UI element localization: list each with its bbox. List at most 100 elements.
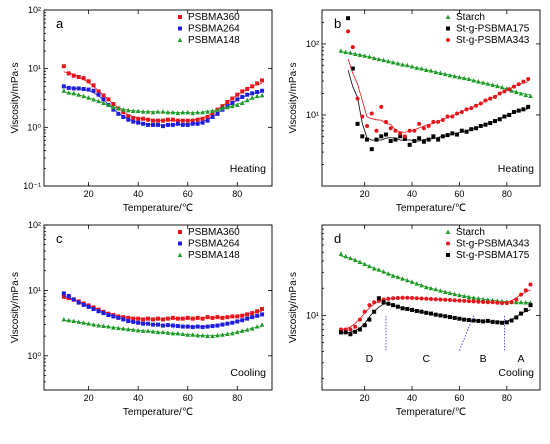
legend-marker — [177, 252, 183, 257]
data-point — [504, 320, 509, 325]
panel-letter: d — [334, 231, 341, 246]
y-axis-title: Viscosity/mPa·s — [288, 272, 299, 343]
data-point — [433, 286, 439, 292]
data-point — [457, 74, 462, 80]
data-point — [160, 118, 165, 123]
data-point — [374, 137, 379, 142]
x-tick-label: 60 — [183, 393, 193, 403]
data-point — [357, 327, 362, 332]
data-point — [511, 84, 516, 89]
data-point — [195, 117, 200, 122]
data-point — [466, 318, 471, 323]
data-point — [480, 80, 486, 85]
data-point — [121, 315, 126, 320]
data-point — [235, 329, 240, 335]
data-point — [398, 134, 403, 139]
data-point — [383, 132, 388, 137]
data-point — [400, 276, 405, 281]
legend-label: PSBMA360 — [188, 12, 240, 23]
data-point — [457, 292, 462, 298]
data-point — [367, 54, 372, 59]
data-point — [254, 324, 260, 329]
data-point — [260, 88, 265, 93]
data-point — [180, 109, 186, 115]
data-point — [516, 108, 521, 113]
data-point — [407, 128, 412, 133]
data-point — [355, 96, 360, 101]
y-axis-title: Viscosity/mPa·s — [10, 63, 21, 134]
data-point — [519, 311, 524, 316]
region-label-D: D — [366, 353, 374, 365]
data-point — [185, 109, 191, 115]
legend-entry: St-g-PSBMA175 — [446, 250, 530, 261]
data-point — [76, 92, 81, 97]
data-point — [111, 325, 116, 330]
data-point — [371, 266, 377, 271]
data-point — [528, 93, 533, 98]
data-point — [343, 49, 348, 54]
data-point — [230, 320, 235, 325]
data-point — [260, 306, 265, 311]
data-point — [239, 328, 245, 333]
data-point — [469, 106, 474, 111]
data-point — [485, 81, 491, 86]
data-point — [121, 110, 126, 115]
data-point — [388, 138, 393, 143]
data-point — [499, 84, 505, 90]
data-point — [428, 285, 434, 291]
data-point — [507, 112, 512, 117]
data-point — [355, 121, 360, 126]
data-point — [440, 117, 445, 122]
data-point — [362, 309, 367, 314]
data-point — [195, 109, 200, 115]
legend-marker — [445, 14, 451, 19]
data-point — [235, 314, 240, 319]
data-point — [455, 111, 460, 116]
data-point — [111, 104, 116, 110]
data-point — [495, 83, 500, 89]
data-point — [429, 311, 433, 316]
data-point — [412, 128, 417, 133]
data-point — [476, 296, 481, 301]
data-point — [438, 297, 443, 302]
data-point — [235, 97, 240, 102]
data-point — [245, 316, 250, 321]
data-point — [150, 109, 156, 115]
data-point — [111, 101, 116, 106]
data-point — [160, 124, 165, 129]
data-point — [180, 331, 186, 337]
data-point — [96, 98, 101, 104]
data-point — [140, 109, 146, 114]
y-tick-label: 10² — [28, 5, 41, 15]
data-point — [91, 88, 96, 93]
legend-marker — [178, 230, 182, 234]
data-point — [417, 121, 422, 126]
series-PSBMA148 — [61, 317, 265, 339]
data-point — [91, 83, 96, 88]
data-point — [106, 324, 111, 329]
data-point — [126, 117, 131, 122]
data-point — [170, 315, 175, 320]
data-point — [369, 111, 374, 116]
data-point — [395, 304, 400, 309]
data-point — [457, 316, 462, 321]
data-point — [445, 114, 450, 119]
region-label-C: C — [422, 353, 430, 365]
data-point — [452, 298, 457, 303]
data-point — [405, 306, 410, 311]
region-label-B: B — [480, 353, 487, 365]
y-tick-label: 10¹ — [28, 285, 41, 295]
data-point — [376, 296, 381, 301]
data-point — [175, 121, 180, 126]
legend-label: St-g-PSBMA175 — [456, 250, 530, 261]
data-point — [145, 109, 151, 114]
x-tick-label: 20 — [84, 393, 94, 403]
data-point — [442, 71, 448, 77]
data-point — [156, 316, 160, 321]
data-point — [452, 291, 457, 297]
x-tick-label: 80 — [502, 393, 512, 403]
x-tick-label: 60 — [454, 393, 464, 403]
data-point — [135, 108, 141, 113]
data-point — [151, 322, 156, 327]
data-point — [381, 300, 386, 305]
